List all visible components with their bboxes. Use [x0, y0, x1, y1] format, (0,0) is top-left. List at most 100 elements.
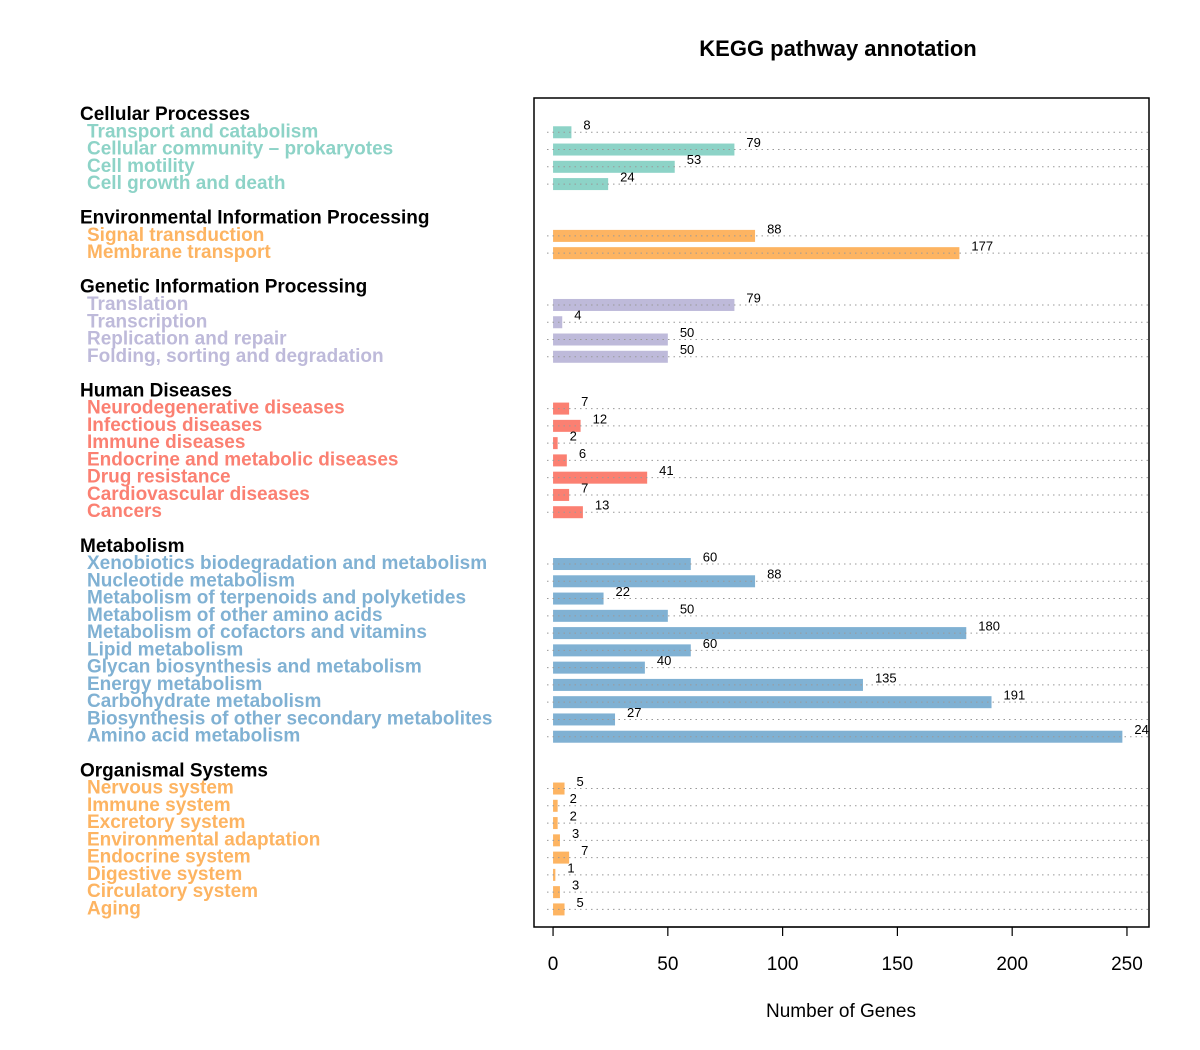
bar — [553, 558, 691, 571]
category-label: Lipid metabolism — [87, 639, 243, 660]
value-label: 79 — [746, 290, 760, 305]
value-label: 2 — [570, 429, 577, 444]
bar — [553, 454, 567, 467]
category-label: Signal transduction — [87, 225, 264, 246]
group-label: Organismal Systems — [80, 760, 268, 781]
group-label: Cellular Processes — [80, 104, 250, 125]
value-label: 27 — [627, 705, 641, 720]
category-label: Cancers — [87, 501, 162, 522]
bar — [553, 488, 570, 501]
category-label: Translation — [87, 294, 188, 315]
plot-area: 8795324881777945050712264171360882250180… — [553, 118, 1156, 916]
bar — [553, 316, 563, 329]
value-label: 88 — [767, 567, 781, 582]
group-label: Environmental Information Processing — [80, 208, 429, 229]
value-label: 180 — [978, 619, 1000, 634]
bar — [553, 678, 863, 691]
value-label: 2 — [570, 791, 577, 806]
bar — [553, 661, 645, 674]
category-label: Digestive system — [87, 864, 242, 885]
value-label: 60 — [703, 549, 717, 564]
bar — [553, 730, 1123, 743]
x-tick-label: 200 — [996, 954, 1028, 975]
category-label: Metabolism of other amino acids — [87, 605, 383, 626]
category-label: Circulatory system — [87, 881, 258, 902]
value-label: 22 — [616, 584, 630, 599]
category-label: Transcription — [87, 311, 207, 332]
value-label: 60 — [703, 636, 717, 651]
bar — [553, 696, 992, 709]
category-label: Aging — [87, 898, 141, 919]
value-label: 5 — [577, 895, 584, 910]
category-label: Cell growth and death — [87, 173, 285, 194]
bar — [553, 868, 556, 881]
value-label: 7 — [581, 843, 588, 858]
bar — [553, 627, 967, 640]
value-label: 12 — [593, 411, 607, 426]
value-label: 79 — [746, 135, 760, 150]
category-label: Cellular community – prokaryotes — [87, 139, 393, 160]
bar — [553, 817, 558, 830]
category-label: Biosynthesis of other secondary metaboli… — [87, 708, 492, 729]
category-label: Endocrine system — [87, 847, 251, 868]
value-label: 6 — [579, 446, 586, 461]
bar — [553, 886, 560, 899]
value-label: 3 — [572, 878, 579, 893]
category-label: Membrane transport — [87, 242, 271, 263]
category-label: Nucleotide metabolism — [87, 570, 295, 591]
value-label: 3 — [572, 826, 579, 841]
category-label: Immune system — [87, 795, 231, 816]
bar — [553, 350, 668, 363]
x-tick-label: 250 — [1111, 954, 1143, 975]
bar — [553, 609, 668, 622]
category-label: Drug resistance — [87, 467, 231, 488]
plot-frame — [533, 97, 1150, 928]
value-label: 7 — [581, 480, 588, 495]
bar — [553, 471, 648, 484]
category-label: Xenobiotics biodegradation and metabolis… — [87, 553, 487, 574]
category-label: Carbohydrate metabolism — [87, 691, 321, 712]
value-label: 50 — [680, 601, 694, 616]
bar — [553, 799, 558, 812]
value-label: 2 — [570, 809, 577, 824]
bar — [553, 851, 570, 864]
group-label: Genetic Information Processing — [80, 277, 367, 298]
category-label: Transport and catabolism — [87, 121, 318, 142]
category-label: Cardiovascular diseases — [87, 484, 310, 505]
bar — [553, 575, 756, 588]
bar — [553, 333, 668, 346]
value-label: 50 — [680, 325, 694, 340]
x-tick-label: 0 — [548, 954, 559, 975]
value-label: 1 — [567, 860, 574, 875]
value-label: 13 — [595, 498, 609, 513]
value-label: 135 — [875, 670, 897, 685]
category-label: Glycan biosynthesis and metabolism — [87, 657, 422, 678]
bar — [553, 402, 570, 415]
category-label: Neurodegenerative diseases — [87, 398, 345, 419]
category-label: Immune diseases — [87, 432, 245, 453]
value-label: 8 — [583, 118, 590, 133]
bar — [553, 229, 756, 242]
category-label: Replication and repair — [87, 329, 287, 350]
value-label: 50 — [680, 342, 694, 357]
group-label: Metabolism — [80, 536, 185, 557]
value-label: 24 — [620, 170, 634, 185]
bar — [553, 143, 735, 156]
category-label: Nervous system — [87, 778, 234, 799]
value-label: 40 — [657, 653, 671, 668]
category-label: Energy metabolism — [87, 674, 262, 695]
value-label: 248 — [1134, 722, 1156, 737]
value-label: 177 — [971, 239, 993, 254]
bar — [553, 298, 735, 311]
value-label: 5 — [577, 774, 584, 789]
category-label: Endocrine and metabolic diseases — [87, 449, 399, 470]
bar — [553, 834, 560, 847]
value-label: 4 — [574, 308, 581, 323]
category-label: Cell motility — [87, 156, 195, 177]
value-label: 88 — [767, 221, 781, 236]
category-label: Excretory system — [87, 812, 245, 833]
bar — [553, 713, 616, 726]
bar — [553, 419, 581, 432]
category-label: Amino acid metabolism — [87, 726, 300, 747]
